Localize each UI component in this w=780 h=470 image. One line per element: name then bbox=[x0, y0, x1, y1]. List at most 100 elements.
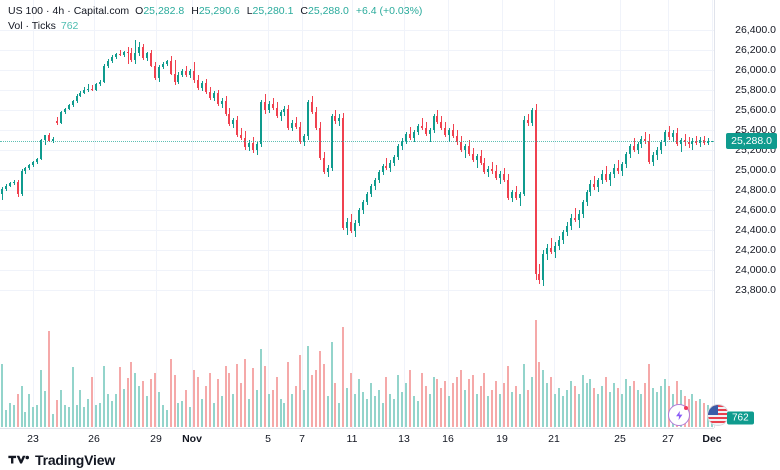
volume-bar bbox=[127, 377, 129, 427]
candle-body bbox=[409, 134, 411, 138]
price-axis-label: 24,000.0 bbox=[735, 264, 776, 276]
candle-body bbox=[605, 174, 607, 180]
volume-bar bbox=[291, 394, 293, 427]
volume-bar bbox=[429, 394, 431, 427]
candle-body bbox=[672, 133, 674, 137]
candle-wick bbox=[135, 40, 136, 64]
price-axis-label: 24,400.0 bbox=[735, 224, 776, 236]
volume-bar bbox=[495, 381, 497, 427]
volume-bar bbox=[625, 379, 627, 427]
volume-bar bbox=[228, 372, 230, 427]
candle-body bbox=[185, 71, 187, 75]
candle-body bbox=[629, 146, 631, 154]
volume-bar bbox=[648, 363, 650, 427]
volume-bar bbox=[464, 389, 466, 427]
volume-bar bbox=[119, 367, 121, 427]
volume-bar bbox=[260, 348, 262, 427]
candle-body bbox=[495, 171, 497, 178]
volume-bar bbox=[307, 346, 309, 427]
candle-body bbox=[252, 143, 254, 150]
candle-body bbox=[550, 248, 552, 252]
candle-wick bbox=[465, 144, 466, 158]
price-axis[interactable]: 26,400.0 26,200.0 26,000.0 25,800.0 25,600.0… bbox=[714, 0, 780, 428]
candle-body bbox=[189, 70, 191, 75]
candle-body bbox=[621, 164, 623, 171]
volume-bar bbox=[170, 359, 172, 427]
us-flag-icon-button[interactable] bbox=[707, 404, 729, 426]
candle-body bbox=[644, 139, 646, 141]
volume-bar bbox=[350, 372, 352, 427]
candle-body bbox=[87, 88, 89, 90]
candle-body bbox=[652, 155, 654, 162]
candle-body bbox=[519, 194, 521, 198]
candle-body bbox=[217, 93, 219, 104]
volume-bar bbox=[629, 385, 631, 427]
volume-bar bbox=[562, 396, 564, 427]
candle-body bbox=[213, 93, 215, 98]
time-axis-label: 5 bbox=[265, 433, 271, 445]
time-gridline bbox=[94, 0, 95, 428]
time-axis-label: 13 bbox=[398, 433, 410, 445]
volume-bar bbox=[405, 383, 407, 427]
candle-body bbox=[142, 47, 144, 58]
candle-wick bbox=[410, 127, 411, 140]
candle-body bbox=[291, 123, 293, 128]
candle-body bbox=[582, 202, 584, 214]
volume-bar bbox=[221, 396, 223, 427]
candle-body bbox=[115, 54, 117, 57]
candle-wick bbox=[634, 138, 635, 152]
candle-body bbox=[166, 61, 168, 64]
candle-wick bbox=[575, 208, 576, 222]
volume-bar bbox=[582, 374, 584, 427]
price-gridline bbox=[0, 150, 714, 151]
tradingview-logo[interactable]: TradingView bbox=[8, 452, 115, 468]
volume-bar bbox=[107, 394, 109, 427]
volume-bar bbox=[189, 407, 191, 427]
candle-body bbox=[688, 142, 690, 144]
volume-bar bbox=[177, 403, 179, 427]
price-axis-label: 26,400.0 bbox=[735, 24, 776, 36]
current-price-badge[interactable]: 25,288.0 bbox=[726, 133, 777, 150]
volume-bar bbox=[554, 394, 556, 427]
candle-body bbox=[578, 214, 580, 220]
lightning-bolt-icon-button[interactable] bbox=[668, 404, 690, 426]
candle-body bbox=[40, 140, 42, 159]
time-gridline bbox=[668, 0, 669, 428]
volume-bar bbox=[354, 394, 356, 427]
candle-wick bbox=[241, 128, 242, 140]
candle-body bbox=[535, 110, 537, 274]
time-gridline bbox=[554, 0, 555, 428]
candle-body bbox=[523, 120, 525, 194]
chart-plot-area[interactable] bbox=[0, 0, 714, 428]
candle-body bbox=[487, 169, 489, 172]
candle-body bbox=[440, 122, 442, 128]
volume-bar bbox=[601, 385, 603, 427]
candle-wick bbox=[594, 176, 595, 190]
candle-body bbox=[354, 223, 356, 231]
candle-body bbox=[28, 165, 30, 168]
volume-bar bbox=[323, 363, 325, 427]
candle-body bbox=[527, 120, 529, 123]
candle-wick bbox=[618, 160, 619, 174]
volume-bar bbox=[28, 394, 30, 427]
time-axis-label: 25 bbox=[614, 433, 626, 445]
candle-body bbox=[338, 118, 340, 121]
candle-body bbox=[417, 126, 419, 132]
volume-bar bbox=[652, 387, 654, 427]
volume-bar bbox=[433, 376, 435, 427]
candle-wick bbox=[551, 238, 552, 254]
candle-wick bbox=[692, 138, 693, 150]
candle-body bbox=[311, 102, 313, 112]
candle-wick bbox=[681, 138, 682, 152]
candle-wick bbox=[88, 84, 89, 92]
price-gridline bbox=[0, 90, 714, 91]
volume-bar bbox=[209, 372, 211, 427]
candle-body bbox=[83, 90, 85, 93]
time-gridline bbox=[448, 0, 449, 428]
time-axis[interactable]: 23 26 29 Nov 5 7 11 13 16 19 21 25 27 Dec bbox=[0, 428, 780, 452]
candle-body bbox=[138, 47, 140, 53]
volume-bar bbox=[385, 376, 387, 427]
candle-wick bbox=[430, 128, 431, 142]
volume-bar bbox=[613, 383, 615, 427]
candle-wick bbox=[422, 118, 423, 130]
